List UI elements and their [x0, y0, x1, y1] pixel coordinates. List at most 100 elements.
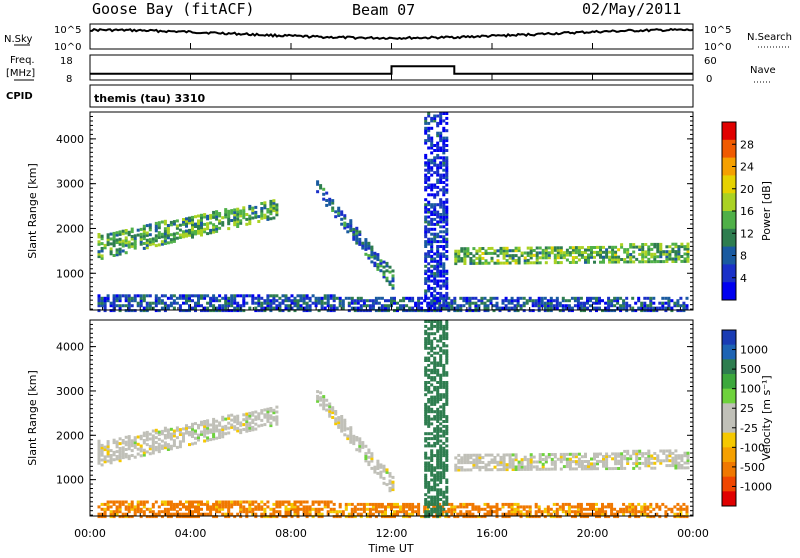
echo-cell: [362, 301, 366, 305]
echo-cell: [555, 502, 559, 506]
echo-cell: [457, 259, 461, 263]
echo-cell: [379, 475, 383, 479]
echo-cell: [350, 299, 354, 303]
echo-cell: [445, 385, 449, 389]
colorbar-tick-label: 4: [740, 272, 747, 285]
echo-cell: [587, 253, 590, 257]
echo-cell: [653, 452, 657, 455]
echo-cell: [478, 259, 482, 263]
echo-cell: [484, 453, 488, 457]
echo-cell: [163, 429, 167, 433]
echo-cell: [439, 272, 443, 276]
echo-cell: [103, 515, 107, 519]
echo-cell: [492, 304, 496, 308]
echo-cell: [436, 245, 440, 248]
echo-cell: [445, 129, 449, 133]
echo-cell: [145, 231, 149, 235]
echo-cell: [439, 354, 443, 358]
echo-cell: [436, 398, 440, 401]
echo-cell: [436, 449, 440, 453]
echo-cell: [466, 254, 470, 258]
echo-cell: [248, 421, 252, 425]
echo-cell: [643, 510, 647, 514]
echo-cell: [580, 462, 584, 466]
echo-cell: [650, 260, 654, 264]
echo-cell: [106, 243, 110, 247]
echo-cell: [215, 507, 219, 511]
echo-cell: [175, 505, 179, 509]
echo-cell: [442, 434, 446, 438]
echo-cell: [424, 476, 428, 480]
noise-left-label: N.Sky: [4, 34, 32, 45]
echo-cell: [634, 507, 638, 511]
echo-cell: [182, 309, 185, 313]
echo-cell: [442, 495, 446, 499]
echo-cell: [584, 258, 587, 262]
echo-cell: [462, 296, 466, 300]
echo-cell: [617, 462, 621, 466]
echo-cell: [355, 239, 359, 243]
echo-cell: [439, 176, 443, 180]
y-tick-label: 2000: [56, 222, 84, 235]
echo-cell: [634, 301, 638, 305]
echo-cell: [182, 294, 185, 298]
echo-cell: [427, 254, 431, 258]
echo-cell: [332, 306, 336, 310]
echo-cell: [631, 502, 635, 506]
echo-cell: [233, 301, 237, 305]
echo-cell: [439, 459, 443, 462]
echo-cell: [667, 304, 671, 308]
echo-cell: [359, 309, 363, 313]
echo-cell: [553, 246, 557, 250]
echo-cell: [154, 229, 158, 233]
echo-cell: [97, 242, 101, 246]
echo-cell: [577, 258, 581, 262]
echo-cell: [376, 267, 380, 271]
echo-cell: [233, 500, 237, 504]
echo-cell: [439, 422, 443, 426]
echo-cell: [430, 371, 434, 375]
echo-cell: [649, 299, 653, 303]
echo-cell: [260, 309, 264, 313]
echo-cell: [166, 443, 170, 447]
echo-cell: [343, 421, 347, 425]
echo-cell: [537, 299, 541, 303]
echo-cell: [445, 351, 449, 355]
echo-cell: [200, 512, 203, 516]
echo-cell: [266, 505, 270, 509]
echo-cell: [233, 220, 237, 224]
echo-cell: [465, 301, 469, 305]
echo-cell: [442, 420, 446, 423]
colorbar-tick-label: 8: [740, 250, 747, 263]
echo-cell: [364, 452, 368, 456]
echo-cell: [326, 309, 330, 313]
echo-cell: [468, 510, 472, 514]
echo-cell: [209, 438, 213, 442]
echo-cell: [365, 309, 369, 313]
echo-cell: [680, 245, 684, 249]
echo-cell: [218, 221, 222, 225]
echo-cell: [100, 242, 104, 246]
echo-cell: [328, 405, 332, 408]
echo-cell: [154, 431, 158, 435]
echo-cell: [393, 502, 396, 506]
echo-cell: [447, 301, 451, 305]
echo-cell: [445, 390, 449, 394]
echo-cell: [427, 441, 431, 445]
echo-cell: [659, 260, 663, 264]
echo-cell: [206, 306, 210, 310]
echo-cell: [316, 394, 320, 398]
echo-cell: [260, 507, 264, 511]
echo-cell: [641, 260, 645, 264]
echo-cell: [242, 500, 246, 504]
echo-cell: [571, 248, 575, 252]
echo-cell: [442, 324, 446, 328]
echo-cell: [442, 235, 446, 239]
echo-cell: [106, 233, 110, 237]
echo-cell: [558, 301, 562, 305]
echo-cell: [471, 505, 475, 509]
echo-cell: [650, 456, 654, 460]
echo-cell: [593, 457, 596, 461]
echo-cell: [474, 309, 478, 313]
echo-cell: [553, 256, 557, 260]
